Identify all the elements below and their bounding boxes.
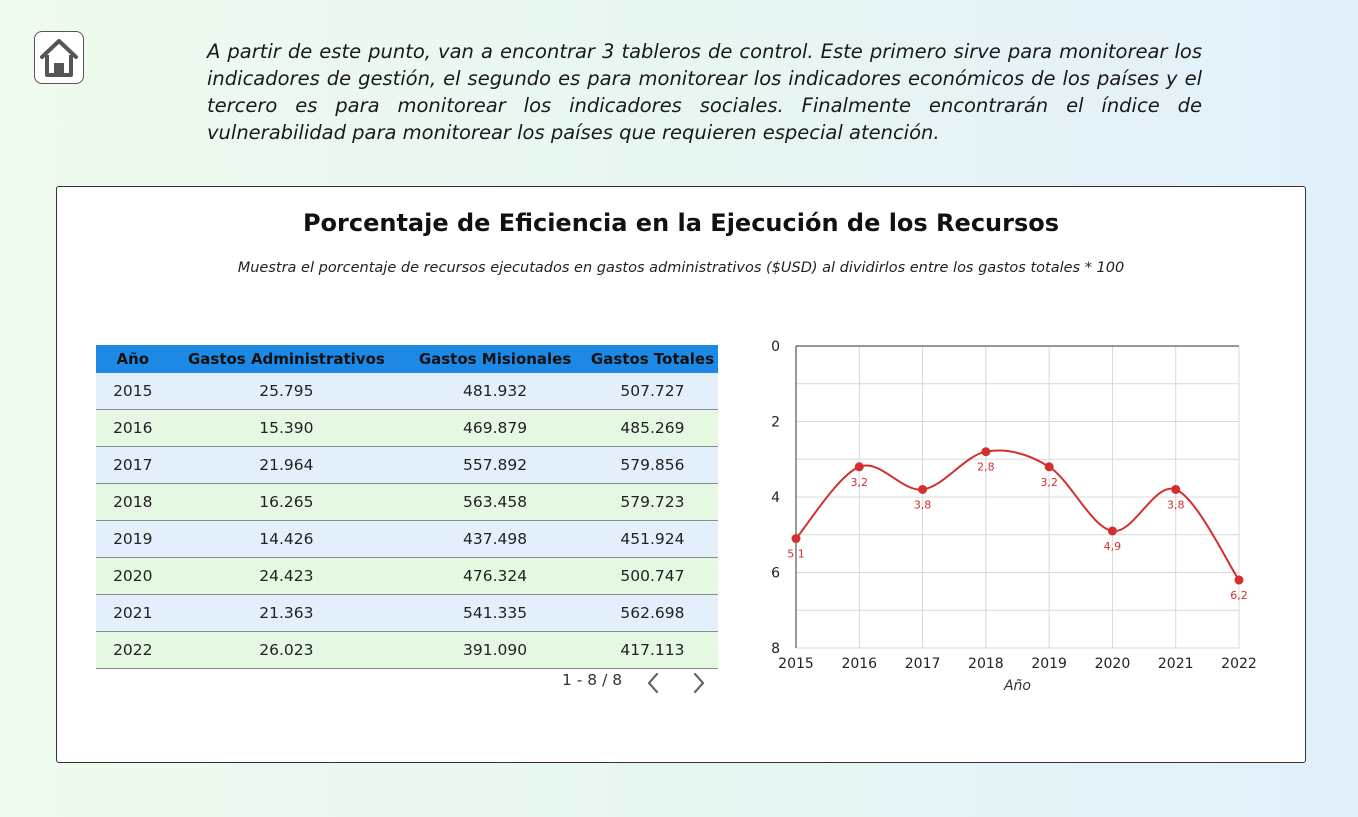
home-button[interactable] [34, 31, 84, 84]
table-row[interactable]: 2021 21.363 541.335 562.698 [96, 594, 718, 632]
chevron-right-icon [693, 672, 705, 694]
data-label: 4,9 [1104, 540, 1122, 553]
y-tick-label: 8 [771, 641, 780, 657]
cell-year: 2017 [96, 446, 170, 484]
cell-mission: 476.324 [403, 557, 587, 595]
cell-year: 2022 [96, 631, 170, 669]
data-label: 6,2 [1230, 589, 1248, 602]
cell-admin: 24.423 [169, 557, 404, 595]
data-point [854, 462, 864, 472]
cell-total: 579.723 [586, 483, 718, 521]
panel-subtitle: Muestra el porcentaje de recursos ejecut… [237, 260, 1125, 276]
data-point [1171, 484, 1181, 494]
cell-mission: 557.892 [403, 446, 587, 484]
x-tick-label: 2021 [1158, 656, 1194, 672]
cell-admin: 26.023 [169, 631, 404, 669]
efficiency-panel: Porcentaje de Eficiencia en la Ejecución… [56, 186, 1306, 763]
cell-admin: 25.795 [169, 373, 404, 410]
cell-total: 485.269 [586, 409, 718, 447]
cell-year: 2021 [96, 594, 170, 632]
data-label: 3,2 [851, 476, 869, 489]
next-page-button[interactable] [687, 671, 709, 695]
table-row[interactable]: 2022 26.023 391.090 417.113 [96, 631, 718, 669]
y-tick-label: 2 [771, 415, 780, 431]
table-row[interactable]: 2018 16.265 563.458 579.723 [96, 483, 718, 521]
data-label: 3,8 [914, 498, 932, 511]
cell-total: 451.924 [586, 520, 718, 558]
x-tick-label: 2016 [841, 656, 877, 672]
data-label: 3,2 [1040, 476, 1058, 489]
cell-total: 507.727 [586, 373, 718, 410]
chevron-left-icon [647, 672, 659, 694]
x-tick-label: 2015 [778, 656, 814, 672]
x-tick-label: 2020 [1095, 656, 1131, 672]
data-point [918, 484, 928, 494]
cell-mission: 469.879 [403, 409, 587, 447]
y-tick-label: 4 [771, 490, 780, 506]
cell-total: 417.113 [586, 631, 718, 669]
cell-admin: 15.390 [169, 409, 404, 447]
data-point [1044, 462, 1054, 472]
panel-title: Porcentaje de Eficiencia en la Ejecución… [302, 209, 1060, 237]
y-tick-label: 6 [771, 566, 780, 582]
col-header-total[interactable]: Gastos Totales [586, 345, 718, 373]
cell-year: 2020 [96, 557, 170, 595]
pagination-label: 1 - 8 / 8 [562, 671, 623, 689]
table-row[interactable]: 2016 15.390 469.879 485.269 [96, 409, 718, 447]
cell-admin: 21.363 [169, 594, 404, 632]
cell-year: 2018 [96, 483, 170, 521]
data-point [791, 534, 801, 544]
expenses-table: Año Gastos Administrativos Gastos Mision… [96, 345, 718, 669]
data-point [1234, 575, 1244, 585]
data-point [981, 447, 991, 457]
cell-total: 500.747 [586, 557, 718, 595]
x-tick-label: 2019 [1031, 656, 1067, 672]
cell-total: 562.698 [586, 594, 718, 632]
y-tick-label: 0 [771, 339, 780, 355]
cell-year: 2016 [96, 409, 170, 447]
cell-mission: 541.335 [403, 594, 587, 632]
intro-text: A partir de este punto, van a encontrar … [207, 40, 1202, 144]
cell-year: 2015 [96, 373, 170, 410]
cell-mission: 563.458 [403, 483, 587, 521]
cell-mission: 437.498 [403, 520, 587, 558]
col-header-year[interactable]: Año [96, 345, 170, 373]
prev-page-button[interactable] [643, 671, 665, 695]
data-label: 3,8 [1167, 498, 1185, 511]
col-header-admin[interactable]: Gastos Administrativos [169, 345, 404, 373]
table-row[interactable]: 2020 24.423 476.324 500.747 [96, 557, 718, 595]
data-label: 5,1 [787, 548, 805, 561]
cell-year: 2019 [96, 520, 170, 558]
table-row[interactable]: 2019 14.426 437.498 451.924 [96, 520, 718, 558]
data-point [1107, 526, 1117, 536]
x-tick-label: 2017 [905, 656, 941, 672]
cell-total: 579.856 [586, 446, 718, 484]
cell-mission: 481.932 [403, 373, 587, 410]
x-tick-label: 2018 [968, 656, 1004, 672]
cell-admin: 21.964 [169, 446, 404, 484]
cell-admin: 16.265 [169, 483, 404, 521]
table-header-row: Año Gastos Administrativos Gastos Mision… [96, 345, 718, 373]
col-header-mission[interactable]: Gastos Misionales [403, 345, 587, 373]
table-row[interactable]: 2015 25.795 481.932 507.727 [96, 373, 718, 410]
cell-mission: 391.090 [403, 631, 587, 669]
x-axis-title: Año [1003, 678, 1031, 694]
cell-admin: 14.426 [169, 520, 404, 558]
data-label: 2,8 [977, 461, 995, 474]
x-tick-label: 2022 [1221, 656, 1257, 672]
table-row[interactable]: 2017 21.964 557.892 579.856 [96, 446, 718, 484]
home-icon [40, 38, 78, 77]
